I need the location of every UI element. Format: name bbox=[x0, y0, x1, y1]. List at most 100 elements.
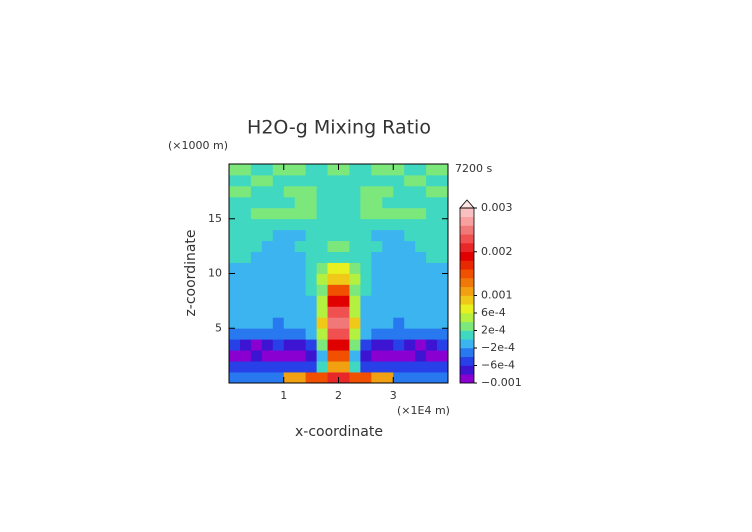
contour-cell bbox=[426, 284, 438, 296]
contour-cell bbox=[360, 284, 372, 296]
colorbar-band bbox=[460, 286, 474, 296]
contour-cell bbox=[338, 207, 350, 220]
contour-cell bbox=[283, 339, 296, 351]
contour-cell bbox=[371, 306, 383, 318]
contour-cell bbox=[283, 372, 296, 384]
contour-cell bbox=[261, 372, 274, 384]
contour-cell bbox=[294, 229, 307, 242]
contour-cell bbox=[283, 350, 296, 362]
contour-cell bbox=[283, 196, 296, 209]
contour-cell bbox=[382, 240, 394, 252]
colorbar-band bbox=[460, 365, 474, 375]
contour-cell bbox=[327, 328, 339, 340]
contour-cell bbox=[316, 350, 328, 362]
contour-cell bbox=[305, 339, 317, 351]
contour-cell bbox=[229, 218, 241, 231]
contour-cell bbox=[371, 207, 383, 220]
contour-cell bbox=[250, 372, 263, 384]
colorbar-band bbox=[460, 304, 474, 314]
contour-cell bbox=[393, 306, 405, 318]
contour-cell bbox=[371, 350, 383, 362]
contour-cell bbox=[437, 339, 449, 351]
colorbar-band bbox=[460, 356, 474, 366]
contour-cell bbox=[250, 185, 263, 198]
contour-cell bbox=[415, 174, 427, 187]
contour-cell bbox=[349, 218, 361, 231]
contour-cell bbox=[229, 328, 241, 340]
contour-cell bbox=[393, 317, 405, 329]
contour-cell bbox=[426, 306, 438, 318]
contour-cell bbox=[327, 273, 339, 285]
contour-cell bbox=[229, 174, 241, 187]
contour-cell bbox=[415, 361, 427, 373]
contour-cell bbox=[294, 207, 307, 220]
contour-cell bbox=[437, 273, 449, 285]
contour-cell bbox=[382, 218, 394, 231]
contour-cell bbox=[316, 218, 328, 231]
contour-cell bbox=[415, 218, 427, 231]
contour-cell bbox=[272, 372, 285, 384]
contour-cell bbox=[349, 185, 361, 198]
contour-cell bbox=[239, 306, 252, 318]
contour-cell bbox=[426, 229, 438, 242]
contour-cell bbox=[393, 284, 405, 296]
contour-cell bbox=[360, 273, 372, 285]
contour-cell bbox=[393, 229, 405, 242]
contour-cell bbox=[261, 174, 274, 187]
colorbar-tick-label: 0.002 bbox=[481, 245, 513, 258]
contour-cell bbox=[382, 284, 394, 296]
contour-cell bbox=[327, 350, 339, 362]
contour-cell bbox=[250, 207, 263, 220]
contour-cell bbox=[338, 251, 350, 263]
contour-cell bbox=[261, 361, 274, 373]
contour-cell bbox=[415, 262, 427, 274]
contour-cell bbox=[360, 240, 372, 252]
contour-cell bbox=[250, 361, 263, 373]
contour-cell bbox=[316, 240, 328, 252]
contour-cell bbox=[239, 240, 252, 252]
contour-cell bbox=[382, 328, 394, 340]
contour-cell bbox=[426, 164, 438, 176]
contour-cell bbox=[426, 174, 438, 187]
contour-cell bbox=[371, 273, 383, 285]
contour-cell bbox=[360, 328, 372, 340]
contour-cell bbox=[393, 372, 405, 384]
contour-cell bbox=[437, 218, 449, 231]
contour-cell bbox=[360, 361, 372, 373]
contour-cell bbox=[261, 196, 274, 209]
contour-cell bbox=[283, 317, 296, 329]
contour-cell bbox=[338, 328, 350, 340]
contour-cell bbox=[426, 295, 438, 307]
contour-cell bbox=[250, 196, 263, 209]
colorbar-band bbox=[460, 295, 474, 305]
contour-cell bbox=[272, 196, 285, 209]
contour-cell bbox=[437, 372, 449, 384]
contour-cell bbox=[272, 240, 285, 252]
contour-cell bbox=[415, 207, 427, 220]
contour-cell bbox=[382, 372, 394, 384]
contour-cell bbox=[338, 164, 350, 176]
contour-cell bbox=[437, 350, 449, 362]
contour-cell bbox=[437, 174, 449, 187]
colorbar-tick-label: −2e-4 bbox=[481, 341, 515, 354]
contour-cell bbox=[349, 350, 361, 362]
contour-cell bbox=[371, 295, 383, 307]
contour-cell bbox=[393, 295, 405, 307]
contour-cell bbox=[338, 262, 350, 274]
contour-cell bbox=[316, 262, 328, 274]
contour-cell bbox=[371, 361, 383, 373]
contour-cell bbox=[239, 284, 252, 296]
contour-cell bbox=[437, 185, 449, 198]
contour-cell bbox=[316, 284, 328, 296]
contour-cell bbox=[393, 328, 405, 340]
contour-cell bbox=[349, 207, 361, 220]
contour-cell bbox=[437, 284, 449, 296]
contour-cell bbox=[437, 251, 449, 263]
contour-cell bbox=[371, 174, 383, 187]
contour-cell bbox=[261, 164, 274, 176]
contour-cell bbox=[239, 328, 252, 340]
contour-cell bbox=[349, 174, 361, 187]
contour-cell bbox=[437, 306, 449, 318]
contour-cell bbox=[371, 262, 383, 274]
colorbar-tick-label: 2e-4 bbox=[481, 324, 506, 337]
